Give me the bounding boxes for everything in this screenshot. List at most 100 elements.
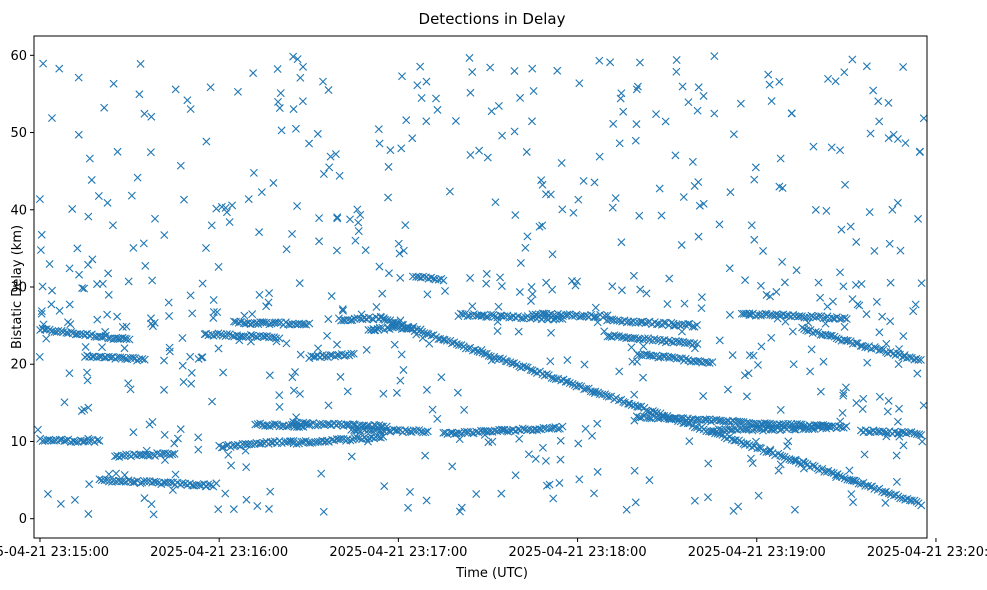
data-point bbox=[63, 318, 72, 327]
data-point bbox=[553, 313, 562, 322]
data-point bbox=[293, 55, 302, 64]
data-point bbox=[186, 291, 195, 300]
data-point bbox=[882, 339, 891, 348]
data-point bbox=[494, 101, 503, 110]
data-point bbox=[685, 437, 694, 446]
data-point bbox=[357, 310, 366, 319]
data-point bbox=[83, 376, 92, 385]
data-point bbox=[795, 312, 804, 321]
data-point bbox=[860, 450, 869, 459]
data-point bbox=[579, 176, 588, 185]
data-point bbox=[42, 334, 51, 343]
data-point bbox=[266, 487, 275, 496]
data-point bbox=[514, 327, 523, 336]
data-point bbox=[750, 235, 759, 244]
data-point bbox=[346, 436, 355, 445]
data-point bbox=[445, 187, 454, 196]
data-point bbox=[672, 55, 681, 64]
data-point bbox=[296, 350, 305, 359]
data-point bbox=[693, 340, 702, 349]
data-point bbox=[609, 119, 618, 128]
data-point bbox=[754, 491, 763, 500]
data-point bbox=[838, 473, 847, 482]
data-point bbox=[264, 504, 273, 513]
data-point bbox=[645, 476, 654, 485]
data-point bbox=[77, 407, 86, 416]
data-point bbox=[416, 325, 425, 334]
data-point bbox=[168, 450, 177, 459]
data-point bbox=[511, 211, 520, 220]
data-point bbox=[849, 498, 858, 507]
data-point bbox=[825, 422, 834, 431]
data-point bbox=[627, 401, 636, 410]
data-point bbox=[541, 456, 550, 465]
data-point bbox=[608, 315, 617, 324]
data-point bbox=[778, 452, 787, 461]
data-point bbox=[494, 302, 503, 311]
data-point bbox=[55, 435, 64, 444]
data-point bbox=[207, 221, 216, 230]
data-point bbox=[917, 501, 926, 510]
x-axis-label: Time (UTC) bbox=[455, 566, 528, 581]
data-point bbox=[480, 430, 489, 439]
data-point bbox=[471, 345, 480, 354]
data-point bbox=[332, 246, 341, 255]
data-point bbox=[477, 312, 486, 320]
data-point bbox=[632, 120, 641, 129]
y-axis-label: Bistatic Delay (km) bbox=[10, 225, 25, 349]
data-point bbox=[350, 314, 359, 323]
y-tick-label: 30 bbox=[10, 281, 27, 296]
data-point bbox=[645, 336, 654, 345]
data-point bbox=[708, 358, 717, 367]
data-point bbox=[747, 221, 756, 230]
data-point bbox=[253, 420, 262, 429]
data-point bbox=[767, 425, 776, 434]
data-point bbox=[538, 221, 547, 230]
data-point bbox=[432, 94, 440, 103]
data-point bbox=[637, 317, 645, 326]
data-point bbox=[451, 116, 460, 125]
data-point bbox=[598, 390, 607, 399]
data-point bbox=[421, 428, 430, 437]
data-point bbox=[807, 311, 816, 320]
data-point bbox=[539, 313, 548, 322]
data-point bbox=[529, 87, 538, 95]
data-point bbox=[649, 412, 658, 421]
x-tick-label: 2025-04-21 23:19:00 bbox=[688, 545, 826, 560]
data-point bbox=[753, 444, 762, 453]
data-point bbox=[333, 340, 341, 349]
data-point bbox=[524, 450, 533, 459]
data-point bbox=[491, 198, 500, 207]
data-point bbox=[631, 498, 640, 507]
data-point bbox=[630, 416, 639, 425]
data-point bbox=[198, 353, 207, 362]
data-point bbox=[917, 431, 926, 440]
data-point bbox=[863, 358, 872, 367]
data-point bbox=[103, 310, 112, 319]
data-point bbox=[288, 373, 297, 382]
data-point bbox=[778, 184, 787, 193]
data-point bbox=[39, 320, 48, 329]
data-point bbox=[661, 117, 670, 126]
data-point bbox=[751, 163, 760, 172]
data-point bbox=[783, 442, 792, 451]
data-point bbox=[504, 427, 513, 436]
data-point bbox=[671, 151, 680, 160]
data-point bbox=[840, 68, 849, 77]
data-point bbox=[394, 239, 403, 248]
data-point bbox=[884, 396, 893, 405]
data-point bbox=[704, 459, 713, 468]
data-point bbox=[370, 425, 379, 434]
y-tick-label: 50 bbox=[10, 126, 27, 141]
data-point bbox=[108, 221, 117, 230]
data-point bbox=[575, 475, 584, 484]
data-point bbox=[186, 105, 195, 114]
data-point bbox=[465, 53, 474, 62]
data-point bbox=[439, 276, 448, 285]
data-point bbox=[527, 117, 536, 126]
data-point bbox=[503, 357, 512, 366]
data-point bbox=[591, 387, 600, 396]
data-point bbox=[233, 440, 242, 449]
data-point bbox=[351, 236, 360, 245]
